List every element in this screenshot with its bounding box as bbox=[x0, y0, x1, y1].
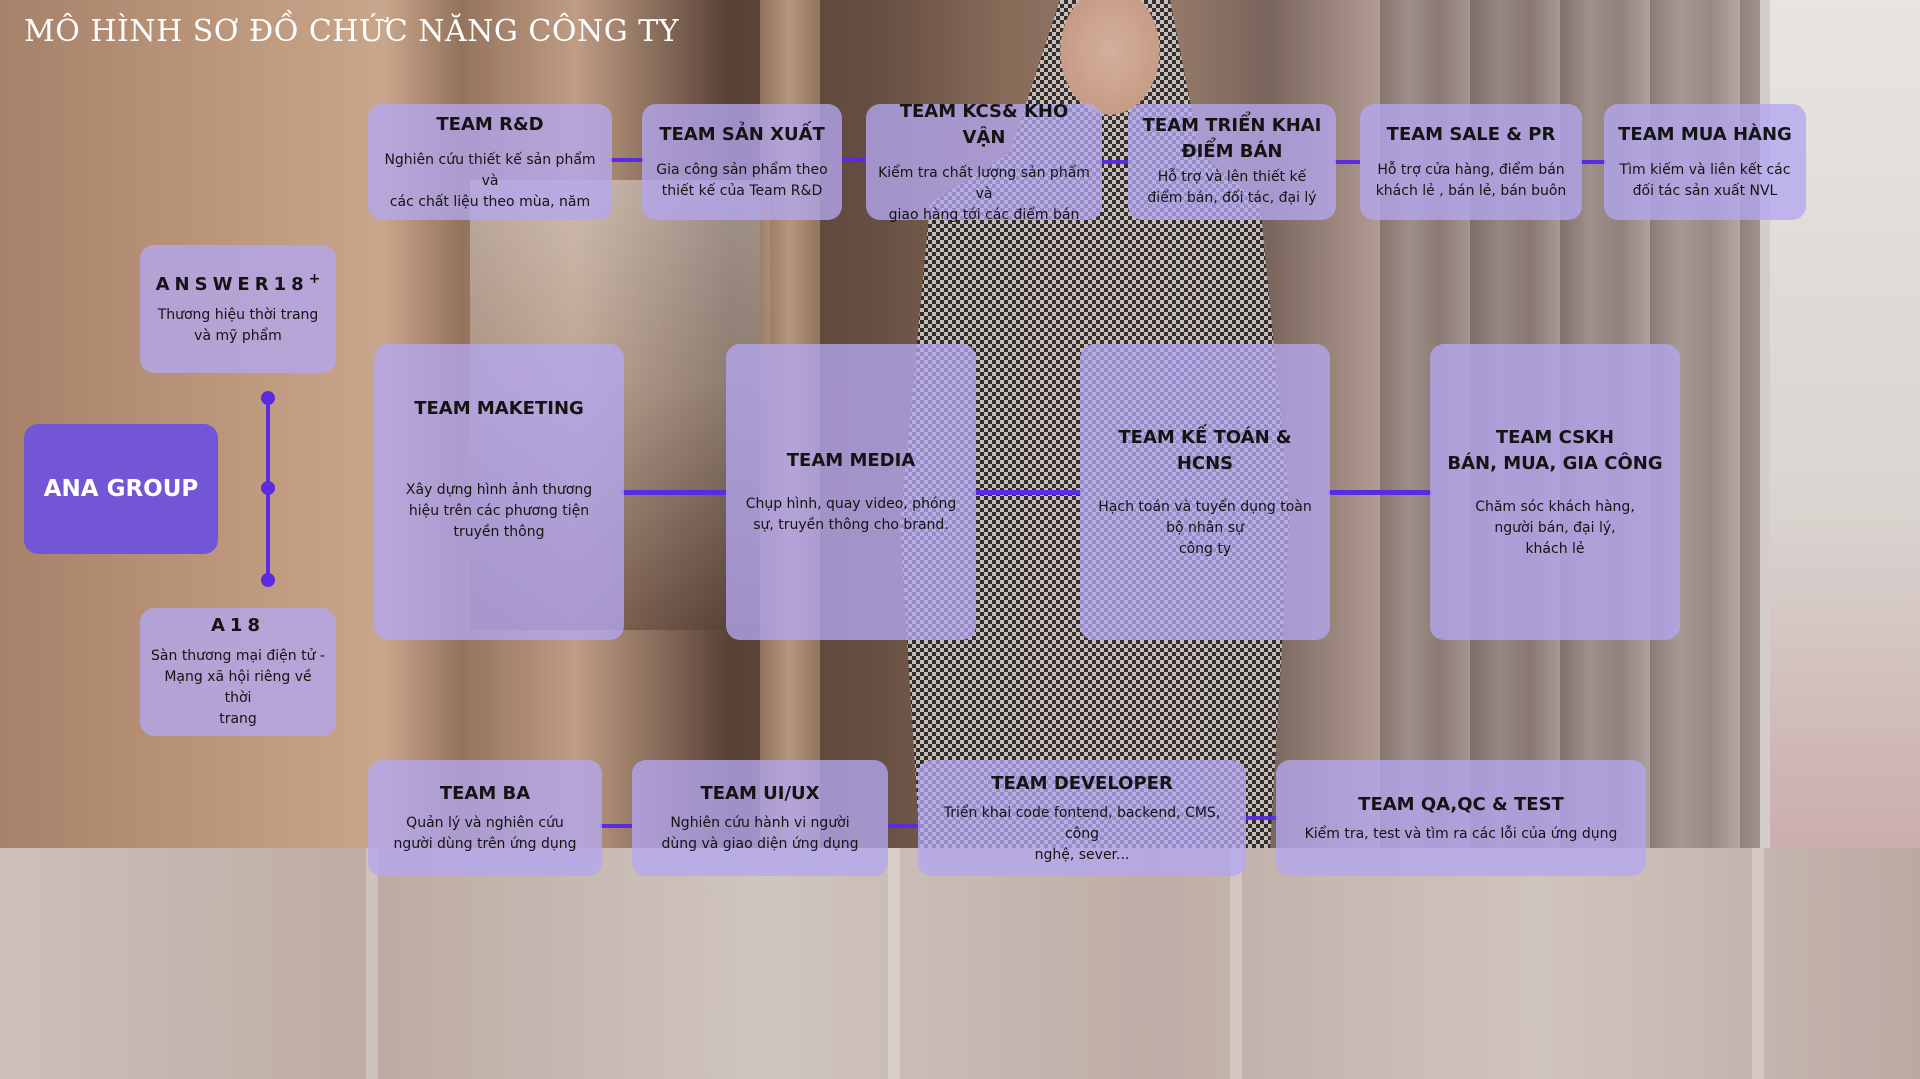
team-node-qa-qc-test: TEAM QA,QC & TEST Kiểm tra, test và tìm … bbox=[1276, 760, 1646, 876]
photo-strip-divider bbox=[888, 848, 900, 1079]
team-description: Nghiên cứu thiết kế sản phẩm và các chất… bbox=[384, 151, 596, 210]
team-name: TEAM DEVELOPER bbox=[991, 772, 1173, 794]
brand-node-a18: A18 Sàn thương mại điện tử - Mạng xã hội… bbox=[140, 608, 336, 736]
team-node-san-xuat: TEAM SẢN XUẤT Gia công sản phẩm theo thi… bbox=[642, 104, 842, 220]
team-node-maketing: TEAM MAKETING Xây dựng hình ảnh thương h… bbox=[374, 344, 624, 640]
brand-node-answer18: ANSWER18+ Thương hiệu thời trang và mỹ p… bbox=[140, 245, 336, 373]
team-description: Chụp hình, quay video, phóng sự, truyền … bbox=[745, 496, 957, 533]
team-node-mua-hang: TEAM MUA HÀNG Tìm kiếm và liên kết các đ… bbox=[1604, 104, 1806, 220]
team-name: TEAM MEDIA bbox=[786, 450, 916, 471]
team-name: TEAM UI/UX bbox=[700, 783, 820, 804]
team-description: Chăm sóc khách hàng, người bán, đại lý, … bbox=[1475, 498, 1635, 557]
team-description: Kiểm tra chất lượng sản phẩm và giao hàn… bbox=[878, 164, 1090, 223]
connector-node bbox=[261, 391, 275, 405]
team-description: Hỗ trợ và lên thiết kế điểm bán, đối tác… bbox=[1147, 169, 1317, 206]
middle-connector bbox=[622, 490, 728, 495]
team-node-rnd: TEAM R&D Nghiên cứu thiết kế sản phẩm và… bbox=[368, 104, 612, 220]
team-node-cskh: TEAM CSKH BÁN, MUA, GIA CÔNG Chăm sóc kh… bbox=[1430, 344, 1680, 640]
photo-strip-divider bbox=[366, 848, 378, 1079]
team-description: Xây dựng hình ảnh thương hiệu trên các p… bbox=[405, 482, 593, 540]
root-node-label: ANA GROUP bbox=[43, 476, 199, 502]
team-node-ui-ux: TEAM UI/UX Nghiên cứu hành vi người dùng… bbox=[632, 760, 888, 876]
page-title: MÔ HÌNH SƠ ĐỒ CHỨC NĂNG CÔNG TY bbox=[24, 14, 680, 49]
team-node-ke-toan-hcns: TEAM KẾ TOÁN & HCNS Hạch toán và tuyển d… bbox=[1080, 344, 1330, 640]
middle-connector bbox=[1328, 490, 1432, 495]
team-node-media: TEAM MEDIA Chụp hình, quay video, phóng … bbox=[726, 344, 976, 640]
team-node-sale-pr: TEAM SALE & PR Hỗ trợ cửa hàng, điểm bán… bbox=[1360, 104, 1582, 220]
team-description: Kiểm tra, test và tìm ra các lỗi của ứng… bbox=[1304, 825, 1618, 842]
middle-connector bbox=[974, 490, 1082, 495]
bottom-connector bbox=[886, 824, 920, 828]
top-connector bbox=[1100, 160, 1130, 164]
team-name: TEAM TRIỂN KHAI ĐIỂM BÁN bbox=[1142, 115, 1322, 162]
brand-description: Thương hiệu thời trang và mỹ phẩm bbox=[157, 307, 319, 344]
team-name: TEAM KCS& KHO VẬN bbox=[899, 100, 1069, 148]
photo-strip-divider bbox=[1230, 848, 1242, 1079]
team-node-kcs-kho-van: TEAM KCS& KHO VẬN Kiểm tra chất lượng sả… bbox=[866, 101, 1102, 223]
top-connector bbox=[610, 158, 644, 162]
bottom-connector bbox=[1244, 816, 1278, 820]
brand-name: ANSWER18+ bbox=[155, 271, 321, 295]
photo-strip-divider bbox=[1752, 848, 1764, 1079]
team-name: TEAM SẢN XUẤT bbox=[659, 124, 825, 145]
team-description: Nghiên cứu hành vi người dùng và giao di… bbox=[661, 815, 859, 852]
team-name: TEAM MUA HÀNG bbox=[1618, 124, 1792, 145]
bottom-connector bbox=[600, 824, 632, 828]
team-description: Hỗ trợ cửa hàng, điểm bán khách lẻ , bán… bbox=[1375, 162, 1567, 199]
top-connector bbox=[1580, 160, 1606, 164]
background-photo-strip bbox=[0, 848, 1920, 1079]
team-description: Hạch toán và tuyển dụng toàn bộ nhân sự … bbox=[1098, 498, 1312, 557]
team-name: TEAM QA,QC & TEST bbox=[1358, 793, 1564, 815]
team-node-ba: TEAM BA Quản lý và nghiên cứu người dùng… bbox=[368, 760, 602, 876]
team-name: TEAM SALE & PR bbox=[1386, 124, 1556, 145]
brand-description: Sàn thương mại điện tử - Mạng xã hội riê… bbox=[151, 647, 325, 727]
team-name: TEAM MAKETING bbox=[414, 398, 584, 419]
team-name: TEAM BA bbox=[439, 783, 531, 804]
team-description: Quản lý và nghiên cứu người dùng trên ứn… bbox=[393, 815, 577, 852]
connector-node bbox=[261, 481, 275, 495]
root-node-ana-group: ANA GROUP bbox=[24, 424, 218, 554]
team-node-trien-khai-diem-ban: TEAM TRIỂN KHAI ĐIỂM BÁN Hỗ trợ và lên t… bbox=[1128, 104, 1336, 220]
connector-node bbox=[261, 573, 275, 587]
team-description: Tìm kiếm và liên kết các đối tác sản xuấ… bbox=[1619, 162, 1791, 199]
top-connector bbox=[840, 158, 868, 162]
team-name: TEAM R&D bbox=[436, 113, 544, 135]
team-name: TEAM KẾ TOÁN & HCNS bbox=[1118, 426, 1292, 474]
top-connector bbox=[1334, 160, 1360, 164]
team-description: Triển khai code fontend, backend, CMS, c… bbox=[943, 804, 1221, 863]
brand-name: A18 bbox=[211, 614, 265, 636]
brand-name-superscript: + bbox=[308, 271, 321, 287]
team-description: Gia công sản phẩm theo thiết kế của Team… bbox=[656, 162, 828, 199]
team-name: TEAM CSKH BÁN, MUA, GIA CÔNG bbox=[1447, 426, 1663, 474]
team-node-developer: TEAM DEVELOPER Triển khai code fontend, … bbox=[918, 760, 1246, 876]
